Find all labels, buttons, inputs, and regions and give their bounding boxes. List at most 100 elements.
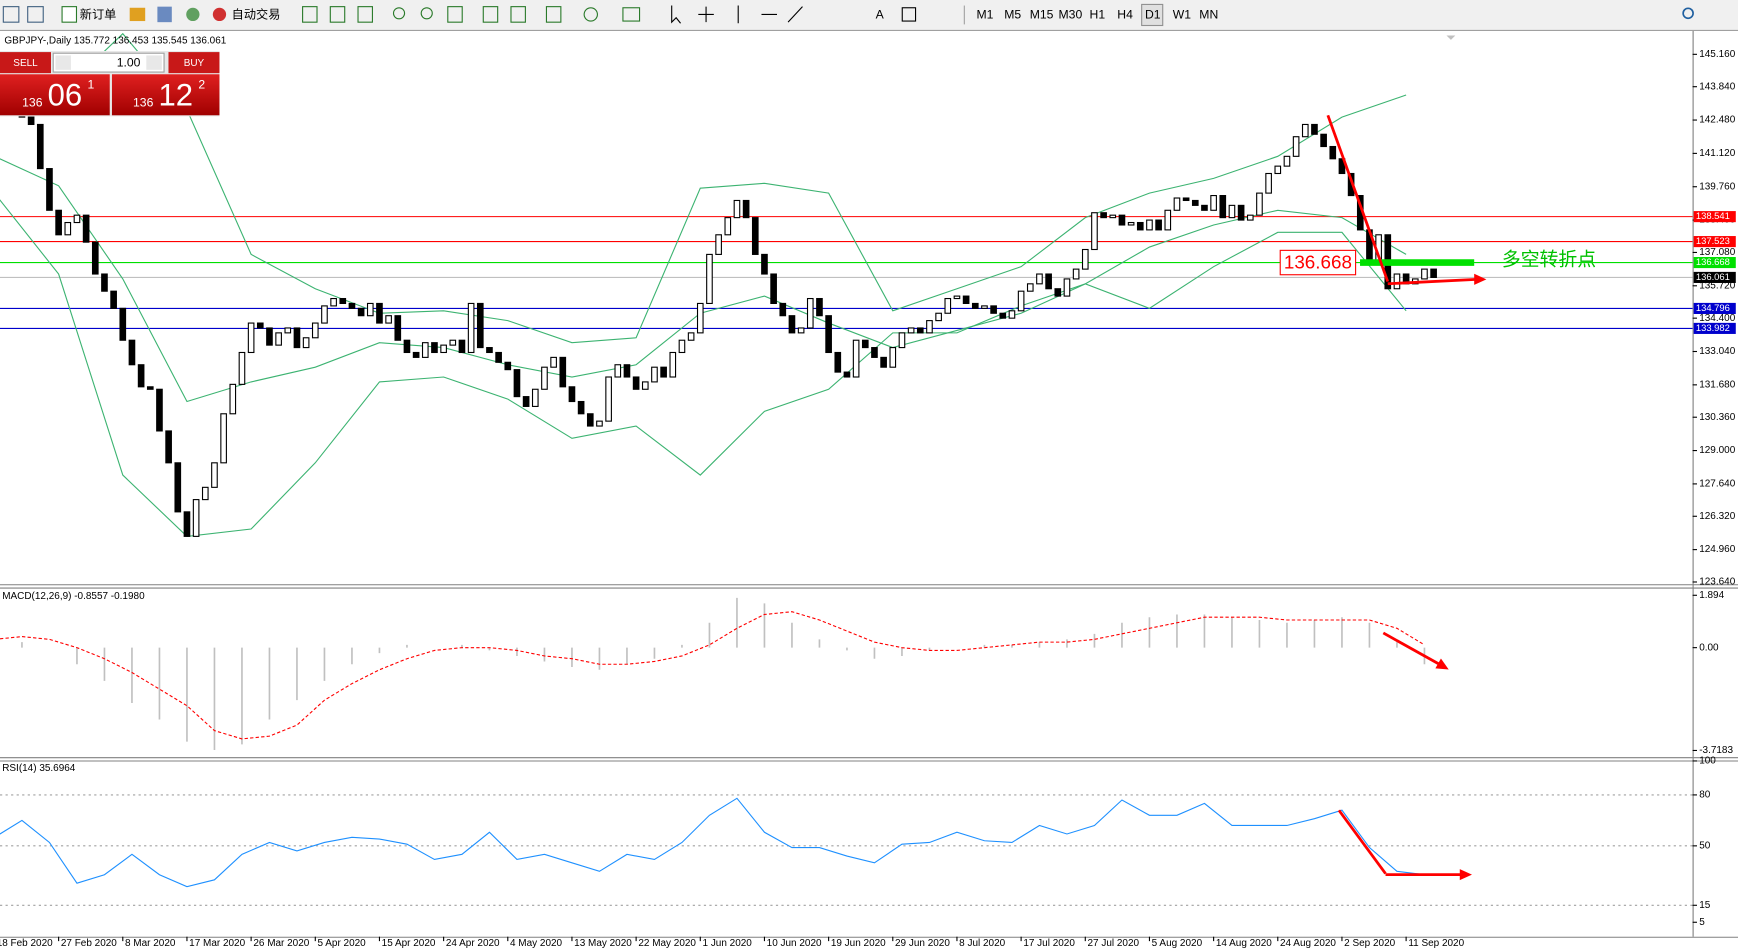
- candle: [394, 315, 402, 341]
- level-label: 136.668: [1696, 256, 1730, 267]
- sell-label[interactable]: SELL: [13, 58, 38, 69]
- label-tool[interactable]: [901, 7, 917, 22]
- y-tick-label: 137.080: [1699, 247, 1735, 258]
- candle: [385, 315, 392, 324]
- y-tick-label: 133.040: [1699, 346, 1735, 357]
- candle: [256, 322, 264, 329]
- icon[interactable]: [510, 6, 526, 23]
- timeframe[interactable]: H1: [1090, 8, 1106, 22]
- icon[interactable]: [357, 6, 373, 23]
- candle: [73, 214, 81, 224]
- candle: [852, 339, 860, 378]
- candle: [211, 462, 218, 488]
- icon[interactable]: [329, 6, 346, 23]
- candle: [889, 347, 897, 368]
- candle: [1091, 212, 1098, 251]
- candle: [1173, 197, 1181, 211]
- buy-price-box[interactable]: [111, 74, 220, 116]
- auto-trade-button[interactable]: 自动交易: [232, 7, 281, 22]
- lot-down[interactable]: [55, 55, 71, 70]
- timeframe[interactable]: MN: [1199, 8, 1218, 22]
- sell-price-main[interactable]: 06: [48, 78, 82, 113]
- buy-button[interactable]: [168, 52, 220, 74]
- candle: [751, 217, 759, 255]
- x-tick-label: 22 May 2020: [638, 938, 696, 949]
- candle: [1146, 219, 1153, 231]
- candle: [1182, 197, 1190, 202]
- candle: [431, 342, 438, 354]
- sell-price-small[interactable]: 1: [88, 78, 95, 92]
- icon[interactable]: [27, 6, 44, 23]
- timeframe[interactable]: D1: [1145, 8, 1161, 22]
- timeframe[interactable]: M1: [977, 8, 994, 22]
- candle: [165, 430, 172, 464]
- candle: [1301, 123, 1309, 138]
- candle: [1118, 214, 1126, 226]
- icon[interactable]: [129, 7, 146, 22]
- icon[interactable]: [420, 7, 433, 20]
- candle: [788, 315, 796, 334]
- icon[interactable]: [2, 6, 20, 23]
- icon[interactable]: [583, 7, 598, 22]
- buy-price-big[interactable]: 136: [133, 95, 154, 109]
- y-tick-label: 129.000: [1699, 445, 1735, 456]
- icon[interactable]: [622, 7, 641, 22]
- timeframe[interactable]: H4: [1117, 8, 1133, 22]
- cursor-icon[interactable]: [671, 5, 682, 24]
- candle: [266, 327, 273, 346]
- rsi-line: [0, 797, 1425, 888]
- sell-price-box[interactable]: [0, 74, 110, 116]
- x-tick-label: 17 Jul 2020: [1023, 938, 1075, 949]
- new-order-button[interactable]: 新订单: [80, 7, 117, 22]
- timeframe[interactable]: M5: [1004, 8, 1021, 22]
- candle: [651, 366, 658, 383]
- text-tool[interactable]: A: [876, 8, 885, 22]
- x-tick-label: 13 May 2020: [574, 938, 632, 949]
- buy-price-main[interactable]: 12: [159, 78, 193, 113]
- candle: [357, 307, 365, 317]
- rsi-tick-label: 50: [1699, 840, 1711, 851]
- tool-icons: [302, 5, 803, 24]
- icon[interactable]: [447, 6, 463, 23]
- one-click-trading: SELL 1.00 BUY 136 06 1 136 12 2: [0, 50, 220, 117]
- auto-trade-icon[interactable]: [212, 7, 227, 22]
- candle: [1320, 133, 1327, 148]
- line-icons[interactable]: [737, 5, 803, 24]
- x-tick-label: 10 Jun 2020: [767, 938, 822, 949]
- candle: [696, 302, 704, 334]
- lot-value[interactable]: 1.00: [117, 55, 141, 69]
- icon[interactable]: [157, 6, 172, 23]
- icon[interactable]: [482, 6, 499, 23]
- icon[interactable]: [186, 7, 200, 22]
- timeframe[interactable]: M30: [1059, 8, 1083, 22]
- sell-button[interactable]: [0, 52, 51, 74]
- candle: [36, 123, 44, 170]
- icon[interactable]: [392, 7, 406, 20]
- buy-price-small[interactable]: 2: [198, 78, 205, 92]
- icon[interactable]: [545, 6, 562, 23]
- rsi-tick-label: 15: [1699, 900, 1711, 911]
- sell-price-big[interactable]: 136: [22, 95, 43, 109]
- buy-label[interactable]: BUY: [184, 58, 205, 69]
- y-tick-label: 143.840: [1699, 81, 1735, 92]
- candle: [669, 351, 677, 378]
- lot-field[interactable]: [52, 52, 165, 73]
- rsi-plot: [0, 794, 1693, 906]
- x-tick-label: 2 Sep 2020: [1344, 938, 1395, 949]
- macd-tick-label: 0.00: [1699, 642, 1719, 653]
- candle: [321, 305, 328, 324]
- candle: [284, 327, 292, 334]
- search-icon[interactable]: [1682, 7, 1694, 20]
- candle: [101, 273, 108, 292]
- lot-up[interactable]: [146, 55, 162, 70]
- crosshair-icon[interactable]: [698, 6, 714, 23]
- candle: [550, 356, 557, 368]
- level-tag: [1693, 302, 1736, 314]
- macd-plot: [0, 597, 1426, 750]
- icon[interactable]: [302, 6, 318, 23]
- toolbar-bg: [0, 0, 1738, 32]
- timeframe[interactable]: W1: [1173, 8, 1192, 22]
- timeframe[interactable]: M15: [1030, 8, 1054, 22]
- new-order-icon[interactable]: [61, 6, 78, 23]
